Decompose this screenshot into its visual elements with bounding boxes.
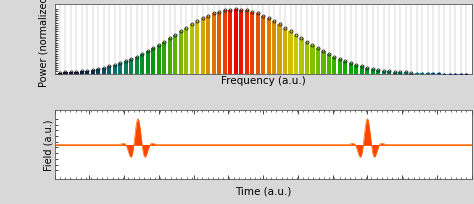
Bar — [239, 10, 243, 74]
Bar — [321, 52, 326, 74]
Bar — [179, 32, 183, 74]
Bar — [201, 19, 205, 74]
Y-axis label: Power (normalized): Power (normalized) — [38, 0, 48, 87]
Bar — [102, 68, 106, 74]
Bar — [371, 70, 375, 74]
Bar — [195, 22, 199, 74]
Bar — [58, 73, 62, 74]
Bar — [173, 35, 177, 74]
Bar — [283, 28, 287, 74]
Bar — [124, 62, 128, 74]
X-axis label: Time (a.u.): Time (a.u.) — [235, 186, 291, 196]
Bar — [332, 58, 337, 74]
Bar — [404, 73, 408, 74]
Bar — [255, 14, 260, 74]
Y-axis label: Field (a.u.): Field (a.u.) — [43, 119, 53, 171]
Bar — [289, 32, 292, 74]
Bar — [91, 70, 95, 74]
Bar — [393, 72, 397, 74]
Bar — [85, 71, 90, 74]
Bar — [223, 11, 227, 74]
Bar — [118, 64, 122, 74]
Bar — [234, 10, 237, 74]
Bar — [272, 22, 276, 74]
Bar — [184, 28, 188, 74]
Bar — [162, 42, 166, 74]
X-axis label: Frequency (a.u.): Frequency (a.u.) — [221, 76, 305, 86]
Bar — [338, 60, 342, 74]
Bar — [266, 19, 271, 74]
Bar — [310, 46, 315, 74]
Bar — [365, 68, 369, 74]
Bar — [382, 71, 386, 74]
Bar — [69, 73, 73, 74]
Bar — [327, 55, 331, 74]
Bar — [217, 13, 221, 74]
Bar — [343, 62, 347, 74]
Bar — [360, 67, 364, 74]
Bar — [261, 17, 265, 74]
Bar — [113, 66, 117, 74]
Bar — [168, 39, 172, 74]
Bar — [349, 64, 353, 74]
Bar — [107, 67, 111, 74]
Bar — [64, 73, 67, 74]
Bar — [96, 70, 100, 74]
Bar — [151, 49, 155, 74]
Bar — [245, 11, 249, 74]
Bar — [300, 39, 303, 74]
Bar — [316, 49, 320, 74]
Bar — [387, 72, 392, 74]
Bar — [228, 10, 232, 74]
Bar — [80, 72, 84, 74]
Bar — [355, 66, 358, 74]
Bar — [376, 70, 380, 74]
Bar — [409, 73, 413, 74]
Bar — [146, 52, 150, 74]
Bar — [190, 25, 194, 74]
Bar — [74, 72, 79, 74]
Bar — [398, 73, 402, 74]
Bar — [140, 55, 145, 74]
Bar — [294, 35, 298, 74]
Bar — [129, 60, 133, 74]
Bar — [157, 46, 161, 74]
Bar — [250, 13, 254, 74]
Bar — [206, 17, 210, 74]
Bar — [135, 58, 139, 74]
Bar — [211, 14, 216, 74]
Bar — [305, 42, 309, 74]
Bar — [277, 25, 282, 74]
